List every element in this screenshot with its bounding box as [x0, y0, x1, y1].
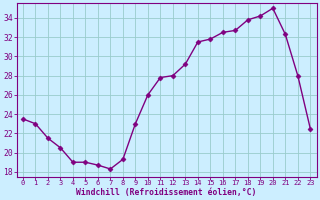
X-axis label: Windchill (Refroidissement éolien,°C): Windchill (Refroidissement éolien,°C)	[76, 188, 257, 197]
